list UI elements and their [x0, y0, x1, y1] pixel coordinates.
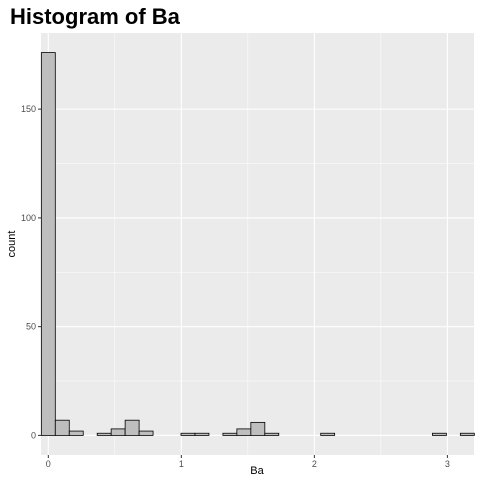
histogram-bar — [320, 432, 336, 436]
chart-title: Histogram of Ba — [10, 4, 181, 29]
histogram-bar — [222, 432, 238, 436]
histogram-bar — [432, 432, 447, 436]
histogram-bar — [264, 432, 280, 436]
histogram-bar — [40, 52, 56, 436]
x-tick-label: 0 — [46, 459, 51, 469]
histogram-bar — [194, 432, 210, 436]
y-tick-label: 100 — [21, 213, 36, 223]
x-tick-label: 2 — [312, 459, 317, 469]
y-tick-label: 50 — [26, 322, 36, 332]
histogram-bar — [68, 430, 84, 436]
x-tick-label: 1 — [179, 459, 184, 469]
histogram-bar — [180, 432, 196, 436]
x-tick-label: 3 — [445, 459, 450, 469]
histogram-bar — [250, 421, 266, 436]
x-axis: 0 1 2 3 — [46, 455, 450, 469]
y-tick-label: 0 — [31, 430, 36, 440]
histogram-bar — [96, 432, 112, 436]
histogram-bar — [124, 419, 140, 436]
y-tick-label: 150 — [21, 104, 36, 114]
histogram-bar — [54, 419, 70, 436]
histogram-bar — [138, 430, 154, 436]
x-axis-label: Ba — [250, 465, 264, 477]
minor-gridlines — [41, 33, 474, 455]
y-axis: 0 50 100 150 — [21, 104, 41, 440]
histogram-bars — [40, 52, 475, 436]
histogram-bar — [236, 428, 252, 436]
plot-panel — [41, 33, 474, 455]
histogram-bar — [110, 428, 126, 436]
histogram-bar — [459, 432, 475, 436]
y-axis-label: count — [6, 231, 18, 258]
